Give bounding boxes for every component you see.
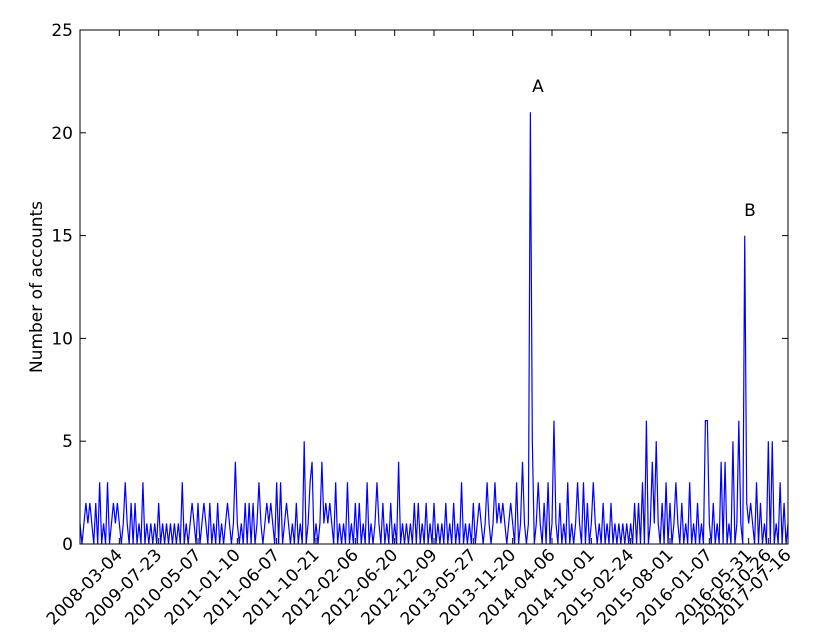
y-tick-label: 0 bbox=[62, 535, 73, 555]
y-tick-label: 25 bbox=[51, 21, 73, 41]
data-line bbox=[79, 112, 789, 545]
y-tick-label: 15 bbox=[51, 227, 73, 247]
annotation: A bbox=[532, 77, 544, 97]
plot-frame bbox=[79, 29, 789, 545]
annotation: B bbox=[744, 201, 756, 221]
y-tick-label: 5 bbox=[62, 432, 73, 452]
y-tick-label: 20 bbox=[51, 124, 73, 144]
y-axis-label: Number of accounts bbox=[27, 201, 47, 373]
y-tick-label: 10 bbox=[51, 329, 73, 349]
